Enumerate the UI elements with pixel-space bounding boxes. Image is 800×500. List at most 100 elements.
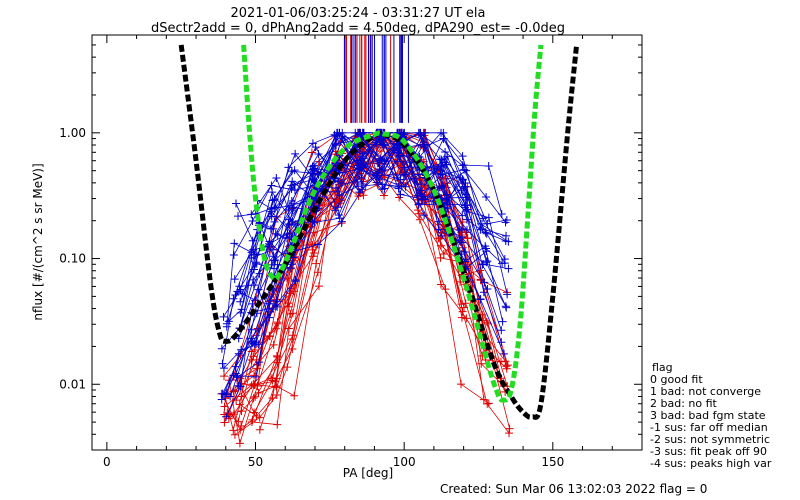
blue-trace-point bbox=[271, 301, 280, 310]
chart-title: 2021-01-06/03:25:24 - 03:31:27 UT ela bbox=[231, 6, 486, 21]
blue-trace-point bbox=[502, 303, 511, 312]
blue-trace-point bbox=[502, 215, 511, 224]
blue-trace-point bbox=[231, 369, 240, 378]
red-trace-point bbox=[230, 430, 239, 439]
red-trace-point bbox=[255, 425, 264, 434]
blue-trace-point bbox=[335, 214, 344, 223]
blue-trace-point bbox=[462, 225, 471, 234]
blue-trace-point bbox=[401, 182, 410, 191]
blue-trace-point bbox=[498, 317, 507, 326]
blue-trace-point bbox=[380, 141, 389, 150]
blue-trace-point bbox=[290, 199, 299, 208]
green-fit-curve bbox=[241, 44, 544, 403]
red-trace-point bbox=[247, 356, 256, 365]
x-tick-label: 0 bbox=[103, 455, 111, 469]
red-trace-point bbox=[234, 417, 243, 426]
red-trace-point bbox=[272, 381, 281, 390]
blue-trace-point bbox=[478, 224, 487, 233]
blue-trace-point bbox=[231, 290, 240, 299]
blue-trace-point bbox=[419, 140, 428, 149]
blue-trace-point bbox=[272, 173, 281, 182]
y-tick-label: 0.10 bbox=[59, 252, 86, 266]
y-axis-label: nflux [#/(cm^2 s sr MeV)] bbox=[31, 163, 45, 320]
peak-ticks bbox=[343, 35, 409, 123]
blue-trace-point bbox=[358, 185, 367, 194]
blue-trace-point bbox=[267, 260, 276, 269]
blue-trace-point bbox=[502, 231, 511, 240]
blue-trace-point bbox=[394, 184, 403, 193]
red-trace-point bbox=[441, 285, 450, 294]
blue-trace-point bbox=[484, 162, 493, 171]
red-trace-point bbox=[254, 388, 263, 397]
blue-trace-point bbox=[482, 229, 491, 238]
red-trace-point bbox=[462, 314, 471, 323]
blue-trace-point bbox=[414, 128, 423, 137]
blue-trace-point bbox=[484, 213, 493, 222]
red-trace-point bbox=[221, 394, 230, 403]
red-trace-point bbox=[265, 332, 274, 341]
blue-trace-point bbox=[251, 372, 260, 381]
blue-trace-point bbox=[497, 326, 506, 335]
blue-trace-point bbox=[219, 364, 228, 373]
blue-trace-point bbox=[249, 281, 258, 290]
blue-trace-point bbox=[479, 259, 488, 268]
legend-entry: -4 sus: peaks high var bbox=[650, 457, 772, 470]
blue-trace-point bbox=[353, 156, 362, 165]
red-trace-point bbox=[271, 377, 280, 386]
blue-traces bbox=[217, 128, 513, 421]
red-trace-point bbox=[477, 359, 486, 368]
red-trace-point bbox=[229, 426, 238, 435]
blue-trace-point bbox=[234, 381, 243, 390]
blue-trace-point bbox=[230, 239, 239, 248]
blue-trace-point bbox=[310, 218, 319, 227]
blue-trace bbox=[221, 135, 463, 400]
blue-trace-point bbox=[222, 322, 231, 331]
blue-trace-point bbox=[440, 153, 449, 162]
blue-trace-point bbox=[396, 190, 405, 199]
blue-trace-point bbox=[287, 181, 296, 190]
blue-trace-point bbox=[330, 130, 339, 139]
blue-trace-point bbox=[413, 191, 422, 200]
red-trace-point bbox=[380, 191, 389, 200]
blue-trace-point bbox=[252, 250, 261, 259]
blue-trace-point bbox=[269, 224, 278, 233]
blue-trace-point bbox=[290, 186, 299, 195]
blue-trace-point bbox=[231, 199, 240, 208]
blue-trace-point bbox=[232, 373, 241, 382]
blue-trace-point bbox=[482, 247, 491, 256]
legend-title: flag bbox=[652, 361, 673, 374]
red-trace-point bbox=[284, 302, 293, 311]
red-trace-point bbox=[269, 340, 278, 349]
blue-trace bbox=[234, 134, 466, 296]
legend-entry: 1 bad: not converge bbox=[650, 385, 761, 398]
blue-trace-point bbox=[356, 128, 365, 137]
blue-trace bbox=[240, 133, 507, 330]
blue-trace-point bbox=[331, 206, 340, 215]
red-trace-point bbox=[479, 395, 488, 404]
legend-entry: -2 sus: not symmetric bbox=[650, 433, 770, 446]
red-trace-point bbox=[273, 420, 282, 429]
blue-trace-point bbox=[434, 225, 443, 234]
red-trace-point bbox=[439, 249, 448, 258]
blue-trace-point bbox=[417, 195, 426, 204]
blue-trace-point bbox=[420, 211, 429, 220]
legend-entry: 0 good fit bbox=[650, 373, 703, 386]
blue-trace-point bbox=[265, 299, 274, 308]
red-trace-point bbox=[249, 379, 258, 388]
blue-trace-point bbox=[417, 180, 426, 189]
blue-trace-point bbox=[478, 214, 487, 223]
blue-trace-point bbox=[504, 237, 513, 246]
blue-trace-point bbox=[436, 169, 445, 178]
red-trace-point bbox=[220, 372, 229, 381]
blue-trace-point bbox=[333, 176, 342, 185]
blue-trace-point bbox=[218, 359, 227, 368]
red-trace-point bbox=[461, 299, 470, 308]
blue-trace-point bbox=[458, 224, 466, 233]
red-trace-point bbox=[237, 407, 246, 416]
red-trace-point bbox=[220, 402, 229, 411]
blue-trace-point bbox=[284, 215, 293, 224]
legend-entry: 3 bad: bad fgm state bbox=[650, 409, 766, 422]
red-trace-point bbox=[503, 361, 512, 370]
red-trace-point bbox=[312, 259, 321, 268]
